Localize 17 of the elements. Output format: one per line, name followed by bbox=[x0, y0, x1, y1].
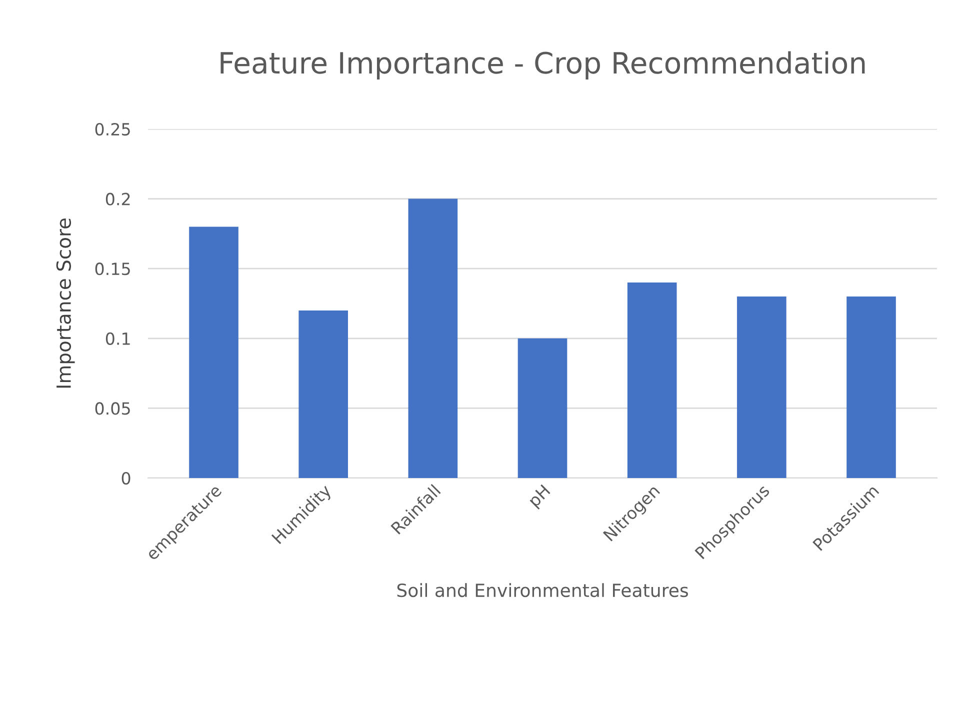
bar bbox=[408, 198, 458, 478]
bar bbox=[518, 338, 568, 478]
bar bbox=[298, 310, 348, 478]
chart-title: Feature Importance - Crop Recommendation bbox=[220, 51, 865, 80]
x-axis-title: Soil and Environmental Features bbox=[397, 583, 688, 598]
bar bbox=[627, 282, 677, 478]
y-tick-label: 0.2 bbox=[106, 192, 130, 206]
y-tick-label: 0.15 bbox=[95, 262, 130, 276]
y-tick-label: 0.1 bbox=[106, 332, 130, 345]
y-tick-label: 0.25 bbox=[95, 122, 130, 136]
y-tick-label: 0.05 bbox=[95, 402, 130, 415]
y-axis-title: Importance Score bbox=[56, 218, 75, 388]
bar bbox=[846, 296, 896, 478]
bar bbox=[737, 296, 786, 478]
bar bbox=[189, 226, 238, 478]
x-tick-label: pH bbox=[528, 484, 553, 510]
y-tick-label: 0 bbox=[122, 472, 130, 485]
